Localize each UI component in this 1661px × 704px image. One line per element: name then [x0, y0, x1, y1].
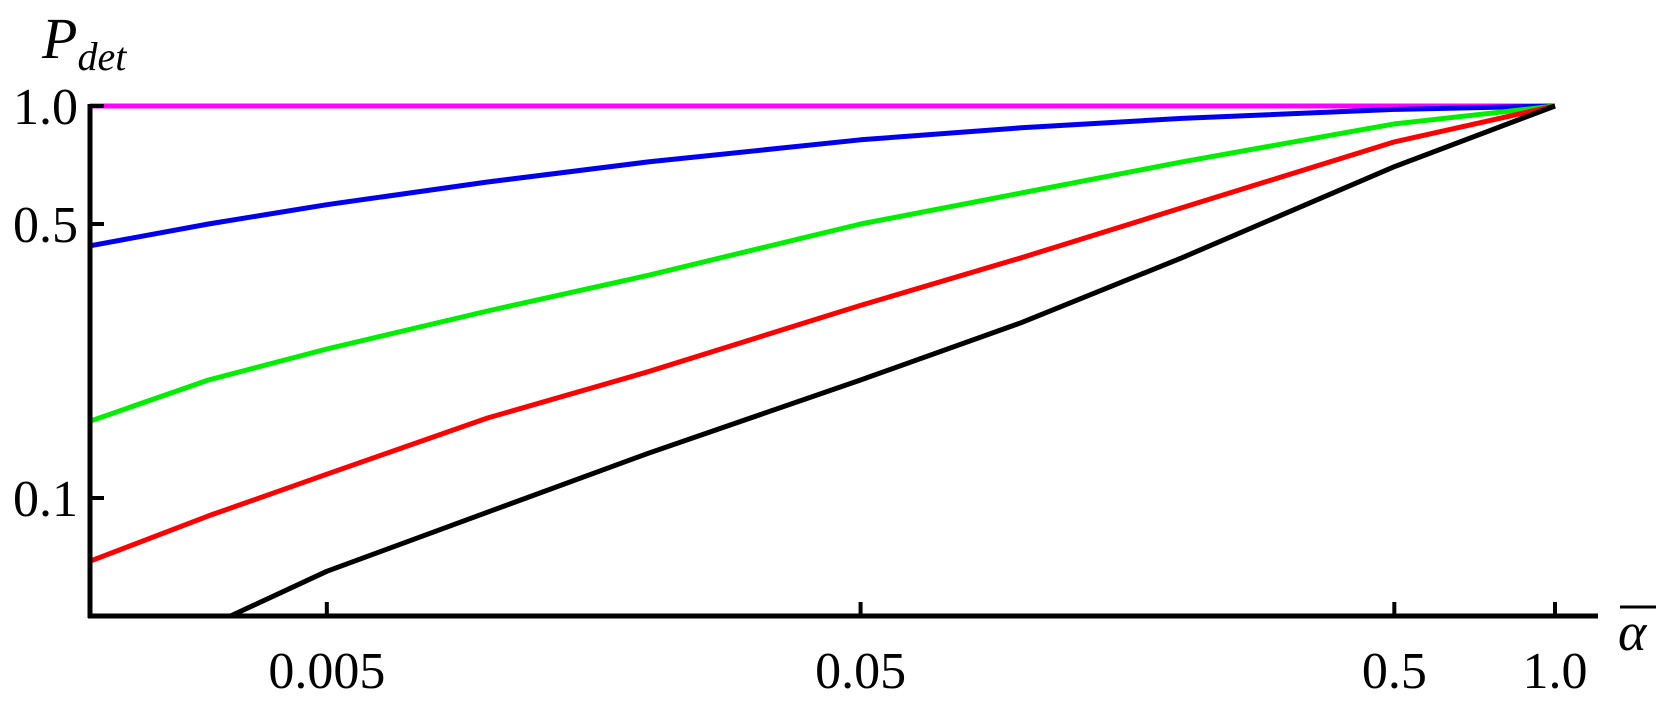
x-axis-label: α	[1618, 602, 1648, 662]
y-tick-label-2: 0.5	[13, 197, 78, 254]
y-tick-label-1: 0.1	[13, 471, 78, 528]
y-tick-label-3: 1.0	[13, 79, 78, 136]
series-line-3	[89, 103, 1556, 424]
y-axis-label: Pdet	[41, 6, 127, 79]
series-layer	[89, 103, 1556, 619]
y-axis-label-subscript: det	[77, 34, 127, 79]
series-line-2	[89, 103, 1556, 249]
x-tick-label-4: 1.0	[1523, 643, 1588, 700]
y-axis-label-main: P	[41, 6, 77, 71]
series-line-4	[89, 103, 1556, 564]
tick-layer: 0.005 0.05 0.5 1.0 0.1 0.5 1.0	[13, 79, 1588, 700]
x-axis-label-group: α	[1618, 602, 1656, 662]
x-tick-label-1: 0.005	[268, 643, 385, 700]
x-tick-label-3: 0.5	[1362, 643, 1427, 700]
x-tick-label-2: 0.05	[815, 643, 906, 700]
series-line-5	[229, 103, 1556, 619]
